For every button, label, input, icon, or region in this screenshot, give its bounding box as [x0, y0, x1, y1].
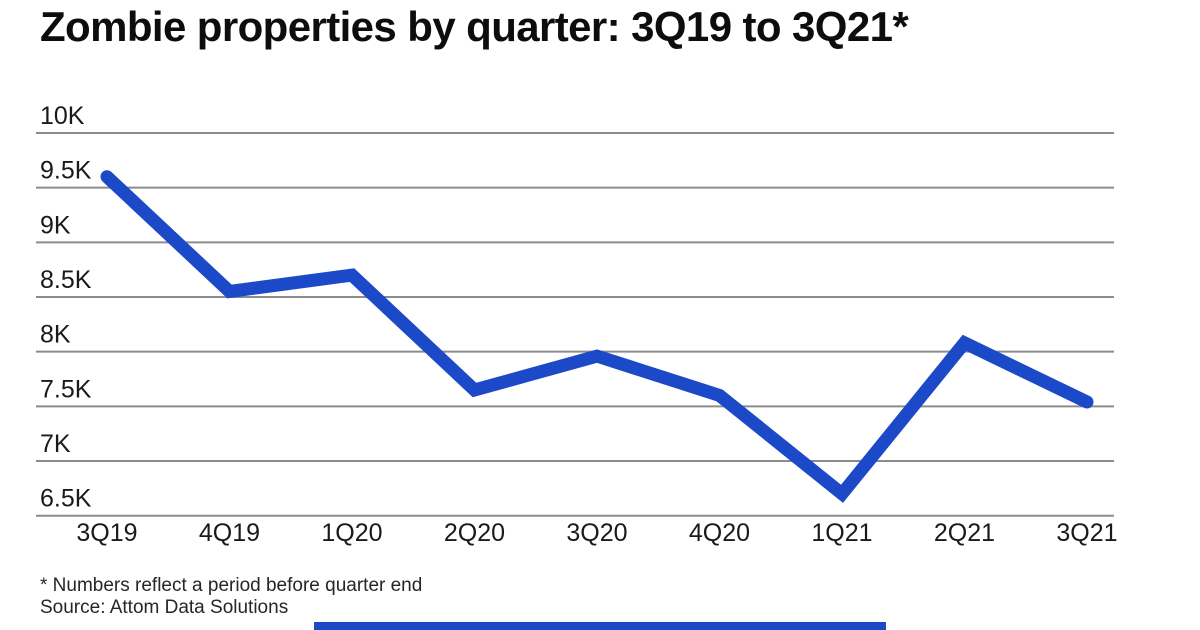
x-axis-tick-label: 4Q20 [689, 519, 750, 547]
chart-title: Zombie properties by quarter: 3Q19 to 3Q… [40, 3, 909, 50]
source-credit: Source: Attom Data Solutions [40, 597, 289, 618]
x-axis-tick-label: 2Q21 [934, 519, 995, 547]
x-axis-tick-label: 3Q21 [1056, 519, 1117, 547]
x-axis-tick-label: 1Q20 [321, 519, 382, 547]
brand-accent-bar [314, 622, 886, 630]
y-axis-tick-label: 8K [40, 321, 71, 349]
y-axis-tick-label: 9.5K [40, 157, 92, 185]
y-axis-tick-label: 8.5K [40, 266, 92, 294]
y-axis-tick-label: 9K [40, 211, 71, 239]
y-axis-tick-label: 7K [40, 430, 71, 458]
y-axis-tick-label: 10K [40, 102, 85, 130]
data-line-zombie-properties [100, 170, 1094, 503]
y-axis-tick-label: 7.5K [40, 375, 92, 403]
x-axis-tick-label: 2Q20 [444, 519, 505, 547]
x-axis-tick-label: 3Q20 [566, 519, 627, 547]
y-axis-tick-label: 6.5K [40, 485, 92, 513]
x-axis-tick-label: 4Q19 [199, 519, 260, 547]
footnote: * Numbers reflect a period before quarte… [40, 575, 423, 596]
x-axis-tick-label: 1Q21 [811, 519, 872, 547]
x-axis-tick-label: 3Q19 [76, 519, 137, 547]
chart-footer: * Numbers reflect a period before quarte… [40, 575, 422, 619]
